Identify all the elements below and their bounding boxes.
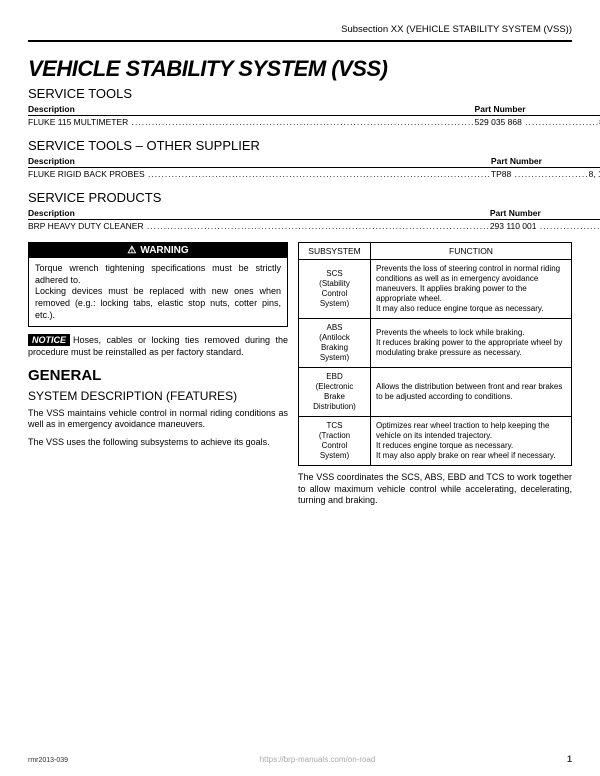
col-description: Description xyxy=(28,103,475,116)
col-description: Description xyxy=(28,155,491,168)
page-title: VEHICLE STABILITY SYSTEM (VSS) xyxy=(28,56,572,82)
coordination-paragraph: The VSS coordinates the SCS, ABS, EBD an… xyxy=(298,472,572,507)
service-products-heading: SERVICE PRODUCTS xyxy=(28,190,572,205)
service-products-table: Description Part Number Page BRP HEAVY D… xyxy=(28,207,600,232)
notice-paragraph: NOTICEHoses, cables or locking ties remo… xyxy=(28,335,288,358)
table-row: TCS(TractionControlSystem) Optimizes rea… xyxy=(299,417,572,466)
col-part-number: Part Number xyxy=(490,207,600,220)
system-description-heading: SYSTEM DESCRIPTION (FEATURES) xyxy=(28,390,288,404)
cell-page: 8, 12, 14–15 xyxy=(589,168,600,181)
warning-header: ⚠ WARNING xyxy=(29,243,287,258)
body-paragraph: The VSS maintains vehicle control in nor… xyxy=(28,408,288,431)
general-heading: GENERAL xyxy=(28,367,288,384)
page-footer: rmr2013-039 https://brp-manuals.com/on-r… xyxy=(28,754,572,764)
table-row: SCS(StabilityControlSystem) Prevents the… xyxy=(299,260,572,319)
table-row: ABS(AntilockBrakingSystem) Prevents the … xyxy=(299,319,572,368)
page-number: 1 xyxy=(567,754,572,764)
leader-dots xyxy=(145,169,491,179)
leader-dots xyxy=(128,117,474,127)
leader-dots xyxy=(536,221,600,231)
cell-subsystem: SCS(StabilityControlSystem) xyxy=(299,260,371,319)
subsection-header: Subsection XX (VEHICLE STABILITY SYSTEM … xyxy=(28,24,572,42)
cell-subsystem: ABS(AntilockBrakingSystem) xyxy=(299,319,371,368)
footer-url: https://brp-manuals.com/on-road xyxy=(260,755,376,764)
warning-box: ⚠ WARNING Torque wrench tightening specif… xyxy=(28,242,288,327)
body-paragraph: The VSS uses the following subsystems to… xyxy=(28,437,288,449)
leader-dots xyxy=(144,221,490,231)
cell-subsystem: EBD(ElectronicBrakeDistribution) xyxy=(299,368,371,417)
cell-desc: FLUKE 115 MULTIMETER xyxy=(28,117,128,127)
leader-dots xyxy=(522,117,599,127)
table-row: FLUKE 115 MULTIMETER 529 035 868 8, 10–1… xyxy=(28,116,600,129)
other-supplier-heading: SERVICE TOOLS – OTHER SUPPLIER xyxy=(28,138,572,153)
cell-desc: FLUKE RIGID BACK PROBES xyxy=(28,169,145,179)
table-row: FLUKE RIGID BACK PROBES TP88 8, 12, 14–1… xyxy=(28,168,600,181)
table-row: EBD(ElectronicBrakeDistribution) Allows … xyxy=(299,368,572,417)
service-tools-table: Description Part Number Page FLUKE 115 M… xyxy=(28,103,600,128)
col-part-number: Part Number xyxy=(475,103,600,116)
cell-subsystem: TCS(TractionControlSystem) xyxy=(299,417,371,466)
cell-function: Prevents the loss of steering control in… xyxy=(371,260,572,319)
th-function: FUNCTION xyxy=(371,243,572,260)
notice-badge: NOTICE xyxy=(28,334,70,346)
col-part-number: Part Number xyxy=(491,155,589,168)
warning-label: WARNING xyxy=(140,245,188,256)
left-column: ⚠ WARNING Torque wrench tightening specif… xyxy=(28,242,288,507)
cell-pn: 293 110 001 xyxy=(490,221,537,231)
warning-triangle-icon: ⚠ xyxy=(127,245,136,256)
table-row: BRP HEAVY DUTY CLEANER 293 110 001 16 xyxy=(28,220,600,233)
leader-dots xyxy=(511,169,588,179)
other-supplier-table: Description Part Number Page FLUKE RIGID… xyxy=(28,155,600,180)
cell-pn: TP88 xyxy=(491,169,511,179)
cell-function: Allows the distribution between front an… xyxy=(371,368,572,417)
cell-function: Optimizes rear wheel traction to help ke… xyxy=(371,417,572,466)
cell-pn: 529 035 868 xyxy=(475,117,522,127)
col-description: Description xyxy=(28,207,490,220)
cell-desc: BRP HEAVY DUTY CLEANER xyxy=(28,221,144,231)
cell-function: Prevents the wheels to lock while brakin… xyxy=(371,319,572,368)
warning-body: Torque wrench tightening specifications … xyxy=(29,258,287,326)
th-subsystem: SUBSYSTEM xyxy=(299,243,371,260)
doc-id: rmr2013-039 xyxy=(28,757,68,764)
subsystem-function-table: SUBSYSTEM FUNCTION SCS(StabilityControlS… xyxy=(298,242,572,466)
right-column: SUBSYSTEM FUNCTION SCS(StabilityControlS… xyxy=(298,242,572,507)
service-tools-heading: SERVICE TOOLS xyxy=(28,86,572,101)
col-page: Page xyxy=(589,155,600,168)
